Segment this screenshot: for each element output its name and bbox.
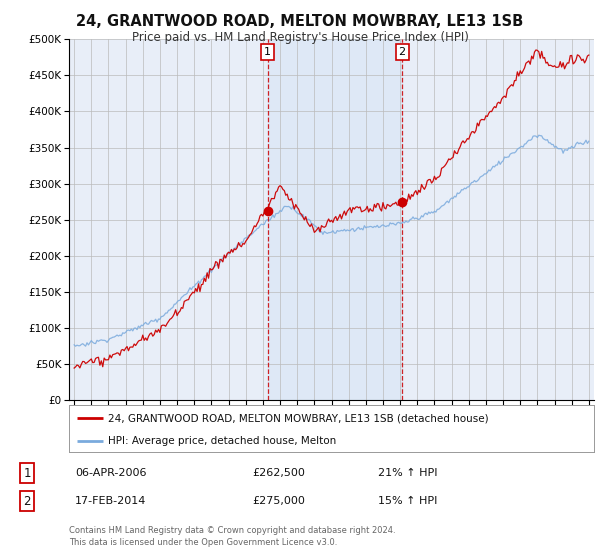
- Text: 15% ↑ HPI: 15% ↑ HPI: [378, 496, 437, 506]
- Bar: [268, 39, 402, 400]
- Text: 24, GRANTWOOD ROAD, MELTON MOWBRAY, LE13 1SB (detached house): 24, GRANTWOOD ROAD, MELTON MOWBRAY, LE13…: [109, 413, 489, 423]
- Text: £275,000: £275,000: [252, 496, 305, 506]
- Text: 2: 2: [398, 47, 406, 57]
- Text: Price paid vs. HM Land Registry's House Price Index (HPI): Price paid vs. HM Land Registry's House …: [131, 31, 469, 44]
- Text: Contains HM Land Registry data © Crown copyright and database right 2024.
This d: Contains HM Land Registry data © Crown c…: [69, 526, 395, 547]
- Text: 21% ↑ HPI: 21% ↑ HPI: [378, 468, 437, 478]
- Text: HPI: Average price, detached house, Melton: HPI: Average price, detached house, Melt…: [109, 436, 337, 446]
- Text: 06-APR-2006: 06-APR-2006: [75, 468, 146, 478]
- Text: 1: 1: [23, 466, 31, 480]
- Text: 17-FEB-2014: 17-FEB-2014: [75, 496, 146, 506]
- Text: 2: 2: [23, 494, 31, 508]
- Text: 24, GRANTWOOD ROAD, MELTON MOWBRAY, LE13 1SB: 24, GRANTWOOD ROAD, MELTON MOWBRAY, LE13…: [76, 14, 524, 29]
- Text: 1: 1: [264, 47, 271, 57]
- Text: £262,500: £262,500: [252, 468, 305, 478]
